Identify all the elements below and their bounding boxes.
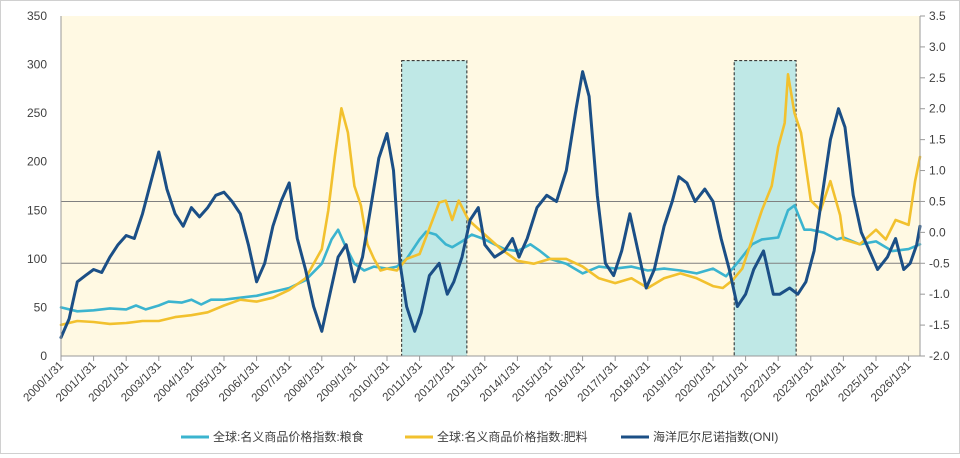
y-left-tick-label: 300 (27, 58, 47, 72)
y-right-tick-label: 1.0 (929, 164, 946, 178)
y-left-tick-label: 50 (34, 300, 48, 314)
y-left-tick-label: 250 (27, 106, 47, 120)
y-right-tick-label: 2.5 (929, 71, 946, 85)
y-left-tick-label: 200 (27, 155, 47, 169)
y-left-tick-label: 100 (27, 252, 47, 266)
legend-label-1: 全球:名义商品价格指数:粮食 (213, 429, 364, 444)
y-right-tick-label: -1.5 (929, 318, 950, 332)
y-right-tick-label: 2.0 (929, 102, 946, 116)
y-right-tick-label: 0.5 (929, 194, 946, 208)
y-right-tick-label: 0.0 (929, 225, 946, 239)
legend: 全球:名义商品价格指数:粮食 全球:名义商品价格指数:肥料 海洋厄尔尼诺指数(ONI… (181, 429, 778, 444)
y-left-tick-label: 0 (40, 349, 47, 363)
fertilizer-price-line (59, 73, 922, 327)
y-right-tick-label: -0.5 (929, 256, 950, 270)
y-right-tick-label: 1.5 (929, 133, 946, 147)
y-right-tick-label: 3.0 (929, 40, 946, 54)
y-right-tick-label: -2.0 (929, 349, 950, 363)
y-right-tick-label: 3.5 (929, 9, 946, 23)
y-left-tick-label: 350 (27, 9, 47, 23)
reference-lines-layer (61, 200, 920, 264)
legend-label-2: 全球:名义商品价格指数:肥料 (437, 429, 588, 444)
y-right-tick-label: -1.0 (929, 287, 950, 301)
series-layer (59, 70, 922, 339)
y-left-tick-label: 150 (27, 203, 47, 217)
oni-line (59, 70, 922, 339)
legend-label-3: 海洋厄尔尼诺指数(ONI) (653, 429, 778, 444)
